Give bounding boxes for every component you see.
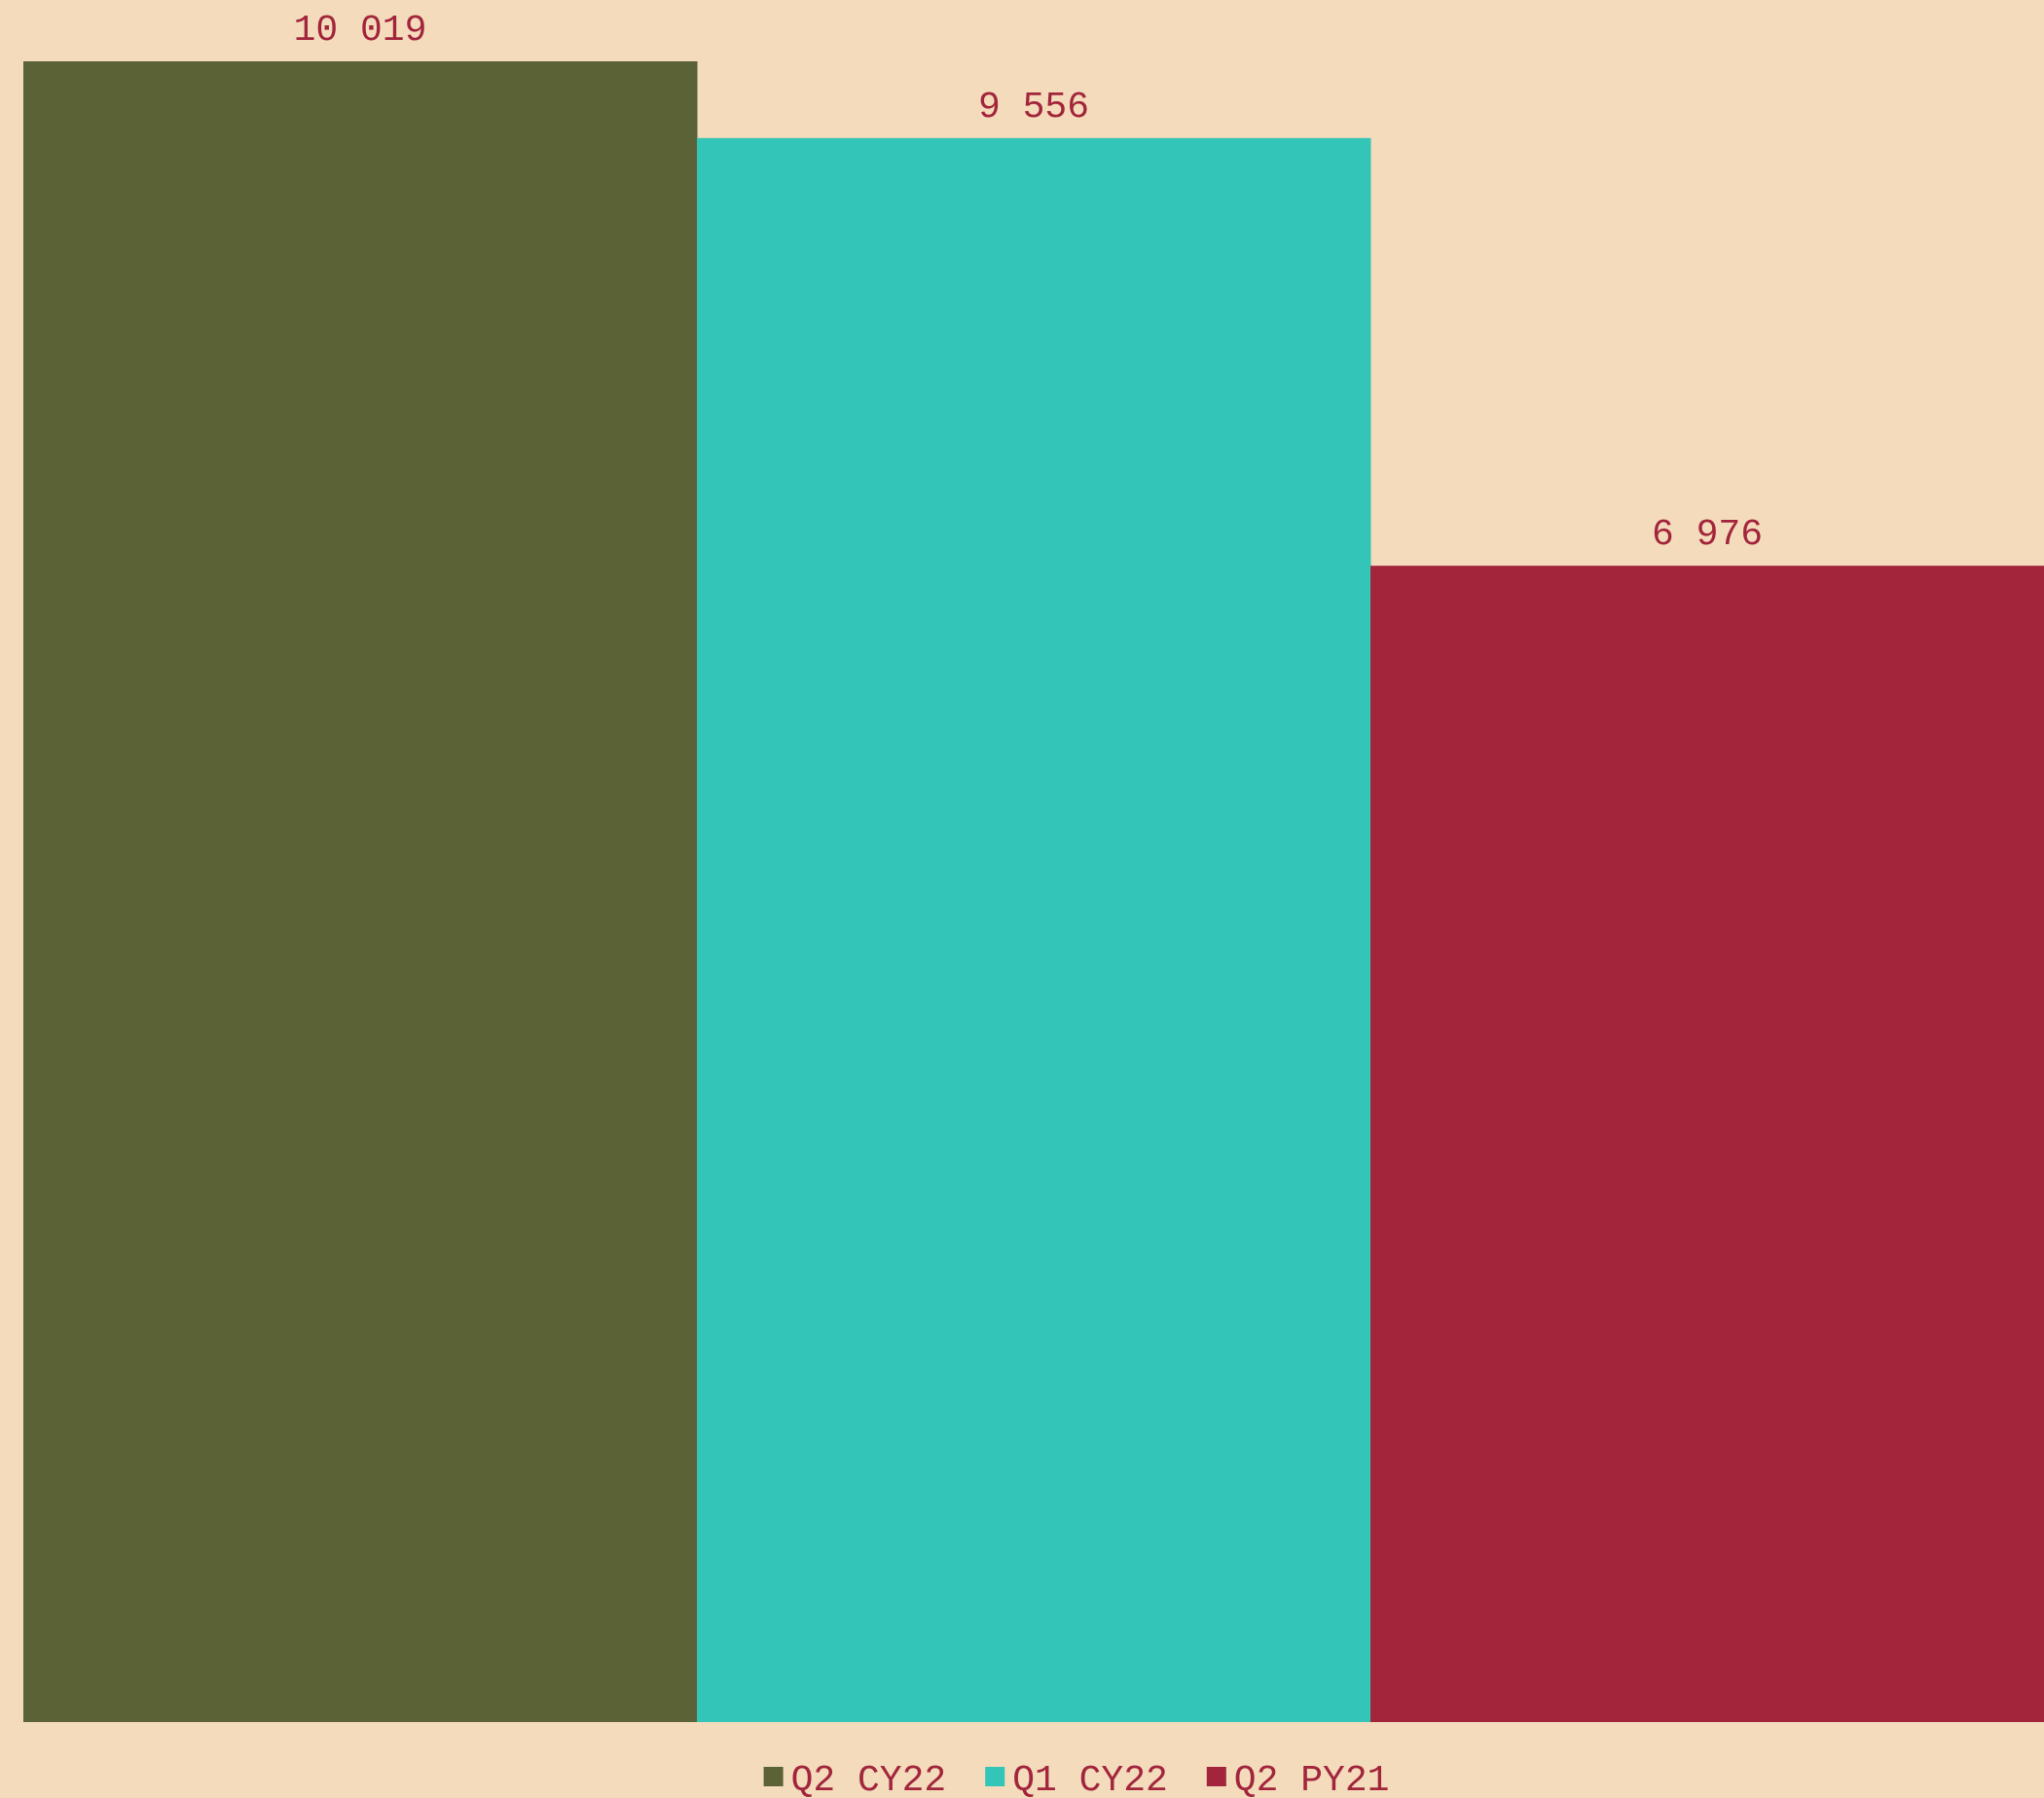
legend-swatch-q1-cy22 bbox=[985, 1767, 1005, 1786]
legend: Q2 CY22 Q1 CY22 Q2 PY21 bbox=[763, 1760, 1390, 1798]
value-label-q1-cy22: 9 556 bbox=[978, 87, 1089, 128]
legend-label-q1-cy22: Q1 CY22 bbox=[1012, 1760, 1168, 1798]
legend-label-q2-py21: Q2 PY21 bbox=[1234, 1760, 1390, 1798]
value-labels-group: 10 019 9 556 6 976 bbox=[294, 10, 1763, 556]
value-label-q2-py21: 6 976 bbox=[1652, 514, 1763, 556]
legend-item-q2-py21: Q2 PY21 bbox=[1206, 1760, 1390, 1798]
value-label-q2-cy22: 10 019 bbox=[294, 10, 427, 52]
bar-q2-cy22 bbox=[23, 61, 698, 1722]
bar-q2-py21 bbox=[1370, 566, 2044, 1722]
legend-item-q1-cy22: Q1 CY22 bbox=[985, 1760, 1168, 1798]
bar-q1-cy22 bbox=[697, 137, 1371, 1722]
legend-swatch-q2-py21 bbox=[1206, 1767, 1226, 1786]
legend-item-q2-cy22: Q2 CY22 bbox=[763, 1760, 947, 1798]
legend-label-q2-cy22: Q2 CY22 bbox=[791, 1760, 947, 1798]
legend-swatch-q2-cy22 bbox=[763, 1767, 784, 1786]
bars-group bbox=[23, 61, 2044, 1722]
